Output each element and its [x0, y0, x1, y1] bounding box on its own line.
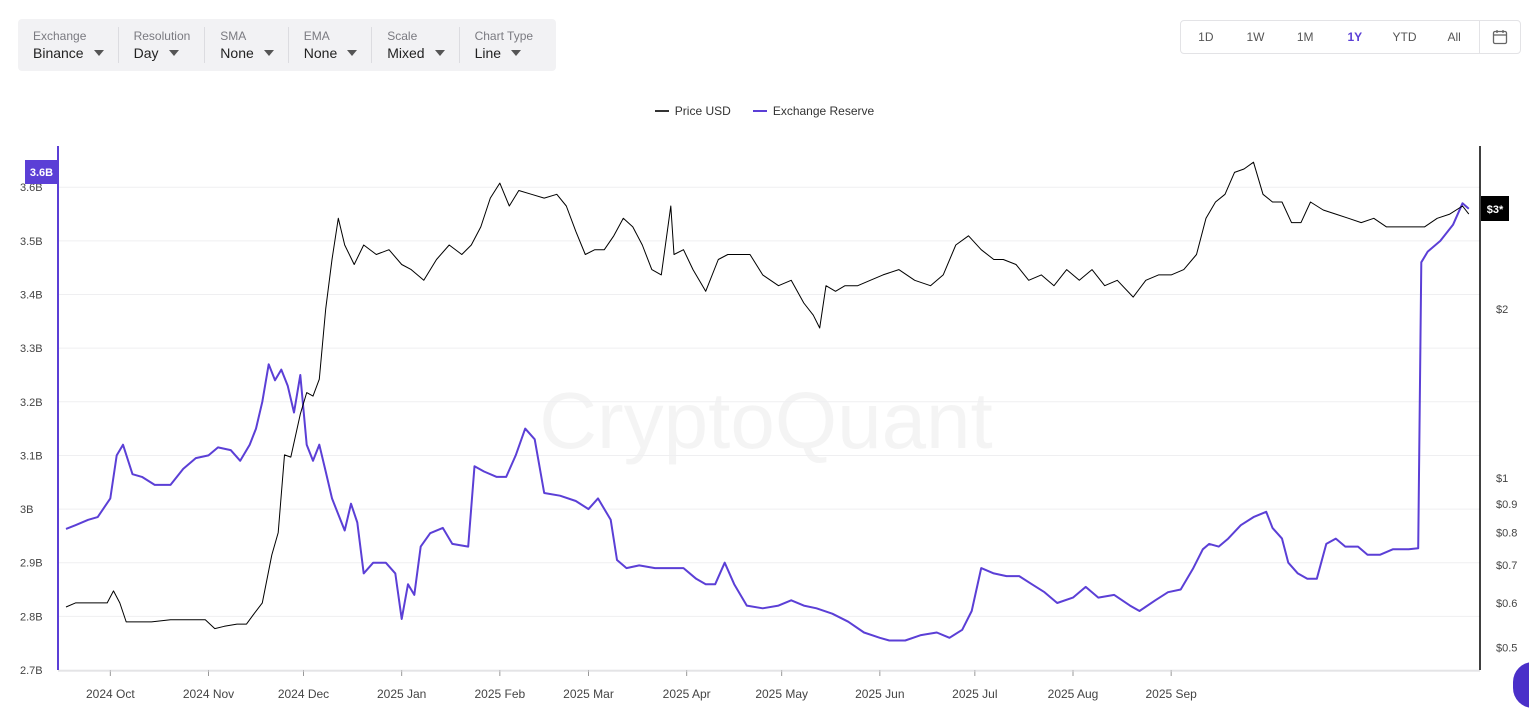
calendar-button[interactable] [1479, 21, 1520, 53]
left-tick-label: 3B [20, 504, 33, 516]
left-tick-label: 2.8B [20, 611, 43, 623]
scale-label: Scale [387, 28, 418, 43]
scale-select[interactable]: Scale Mixed [372, 27, 460, 63]
range-1y-button[interactable]: 1Y [1347, 30, 1363, 44]
x-tick-label: 2025 Aug [1048, 687, 1099, 701]
range-1m-button[interactable]: 1M [1296, 30, 1314, 44]
exchange-label: Exchange [33, 28, 87, 43]
x-tick-label: 2025 Jan [377, 687, 426, 701]
ema-label: EMA [303, 28, 330, 43]
right-tick-label: $0.5 [1496, 642, 1517, 654]
x-tick-label: 2025 Apr [663, 687, 711, 701]
sma-label: SMA [220, 28, 247, 43]
chart-legend: Price USD Exchange Reserve [0, 104, 1529, 118]
caret-down-icon [434, 49, 445, 56]
watermark: CryptoQuant [539, 376, 993, 465]
right-axis: $0.5 $0.6 $0.7 $0.8 $0.9 $1 $2 [1479, 146, 1517, 670]
exchange-reserve-line [65, 202, 1470, 642]
resolution-value: Day [133, 44, 159, 61]
legend-swatch-price [654, 110, 669, 112]
legend-swatch-reserve [752, 110, 767, 112]
series-group [65, 161, 1470, 642]
caret-down-icon [511, 49, 522, 56]
left-tick-label: 2.9B [20, 558, 43, 570]
chat-support-button[interactable] [1513, 662, 1529, 708]
left-current-badge: 3.6B [30, 167, 53, 179]
left-tick-label: 2.7B [20, 665, 43, 677]
right-tick-label: $0.9 [1496, 499, 1517, 511]
calendar-icon [1492, 30, 1508, 45]
x-axis: 2024 Oct 2024 Nov 2024 Dec 2025 Jan 2025 Feb… [58, 670, 1480, 701]
x-tick-label: 2025 Jun [855, 687, 904, 701]
exchange-select[interactable]: Exchange Binance [18, 27, 119, 63]
x-tick-label: 2025 May [755, 687, 808, 701]
right-current-badge-bg [1481, 196, 1509, 221]
exchange-value: Binance [33, 44, 84, 61]
caret-down-icon [168, 49, 179, 56]
legend-label-price: Price USD [674, 104, 731, 118]
right-tick-label: $0.8 [1496, 528, 1517, 540]
range-1w-button[interactable]: 1W [1246, 30, 1265, 44]
chart-type-label: Chart Type [474, 28, 534, 43]
time-range-selector: 1D 1W 1M 1Y YTD All [1180, 20, 1521, 54]
ema-value: None [303, 44, 338, 61]
left-tick-label: 3.5B [20, 236, 43, 248]
x-tick-label: 2025 Feb [474, 687, 525, 701]
left-axis: 2.7B 2.8B 2.9B 3B 3.1B 3.2B 3.3B 3.4B 3.5B 3.6B [20, 146, 59, 677]
legend-label-reserve: Exchange Reserve [772, 104, 875, 118]
chart-toolbar: Exchange Binance Resolution Day SMA None… [18, 19, 556, 71]
caret-down-icon [93, 49, 104, 56]
price-usd-line [65, 161, 1470, 630]
right-tick-label: $0.6 [1496, 598, 1517, 610]
axis-badges: 3.6B $3* [25, 160, 1509, 221]
left-tick-label: 3.6B [20, 182, 43, 194]
left-tick-label: 3.1B [20, 450, 43, 462]
x-tick-label: 2025 Jul [952, 687, 997, 701]
x-tick-label: 2024 Oct [86, 687, 135, 701]
left-current-badge-bg [25, 160, 58, 184]
x-tick-label: 2024 Nov [183, 687, 234, 701]
caret-down-icon [347, 49, 358, 56]
sma-select[interactable]: SMA None [205, 27, 289, 63]
right-current-badge: $3* [1487, 204, 1504, 216]
legend-item-price[interactable]: Price USD [654, 104, 731, 118]
left-tick-label: 3.2B [20, 397, 43, 409]
x-tick-label: 2025 Mar [563, 687, 614, 701]
chart-type-select[interactable]: Chart Type Line [460, 27, 547, 63]
ema-select[interactable]: EMA None [289, 27, 373, 63]
range-1d-button[interactable]: 1D [1198, 30, 1214, 44]
range-all-button[interactable]: All [1447, 30, 1461, 44]
resolution-select[interactable]: Resolution Day [119, 27, 206, 63]
scale-value: Mixed [387, 44, 425, 61]
resolution-label: Resolution [133, 28, 191, 43]
right-tick-label: $0.7 [1496, 560, 1517, 572]
x-tick-label: 2024 Dec [278, 687, 329, 701]
grid-lines [58, 186, 1480, 671]
caret-down-icon [263, 49, 274, 56]
right-tick-label: $1 [1496, 473, 1508, 485]
sma-value: None [220, 44, 254, 61]
chart-type-value: Line [474, 44, 502, 61]
left-tick-label: 3.4B [20, 290, 43, 302]
right-tick-label: $2 [1496, 304, 1508, 316]
left-tick-label: 3.3B [20, 343, 43, 355]
legend-item-reserve[interactable]: Exchange Reserve [752, 104, 875, 118]
x-tick-label: 2025 Sep [1145, 687, 1197, 701]
range-ytd-button[interactable]: YTD [1392, 30, 1417, 44]
